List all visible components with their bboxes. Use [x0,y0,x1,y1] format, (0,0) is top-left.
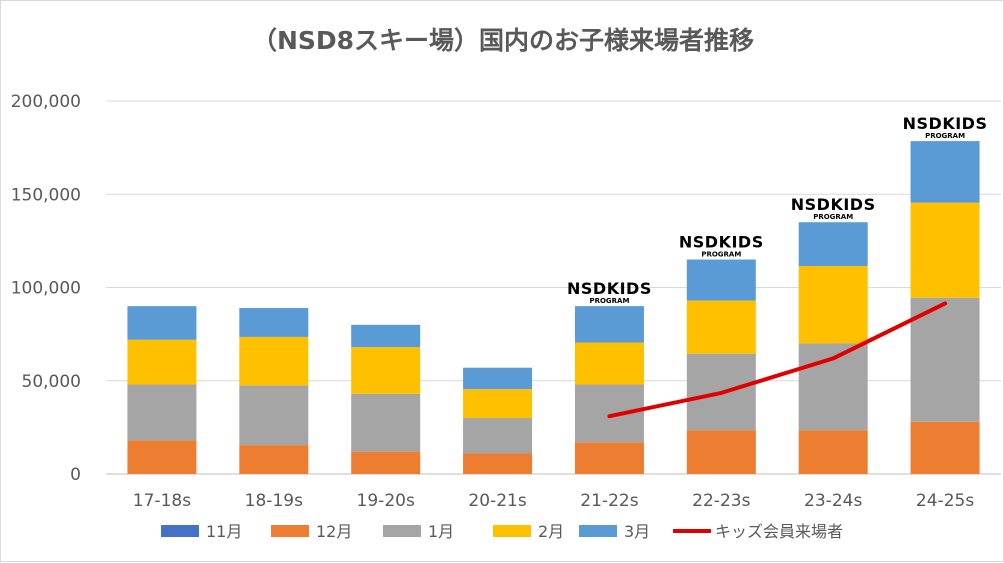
nsdkids-badge-subtitle: PROGRAM [701,251,741,259]
legend-label: キッズ会員来場者 [715,522,843,541]
legend-swatch [493,525,531,537]
bar-segment [127,306,197,340]
bar-segment [686,430,756,474]
x-tick-label: 17-18s [133,491,191,511]
y-tick-label: 50,000 [22,372,81,392]
kids-member-line [607,301,948,419]
legend-label: 2月 [538,522,564,541]
bar-segment [351,393,421,452]
line-series [607,301,948,419]
x-tick-label: 22-23s [692,491,750,511]
bar-segment [463,389,533,419]
bar-segment [351,451,421,474]
bar-segment [127,384,197,441]
bar-segment [574,442,644,474]
nsdkids-badge-subtitle: PROGRAM [589,297,629,305]
x-tick-label: 21-22s [580,491,638,511]
bar-segment [239,308,309,337]
nsdkids-badge-subtitle: PROGRAM [925,132,965,140]
bar-segment [574,342,644,385]
chart-title: （NSD8スキー場）国内のお子様来場者推移 [252,26,754,55]
legend-label: 11月 [206,522,242,541]
bar-segment [910,297,980,422]
y-tick-label: 0 [70,465,81,485]
bars [127,141,980,474]
x-tick-label: 18-19s [245,491,303,511]
nsdkids-badge-title: NSDKIDS [791,195,876,214]
x-tick-label: 19-20s [357,491,415,511]
x-tick-label: 23-24s [804,491,862,511]
bar-segment [239,336,309,386]
nsdkids-badge-title: NSDKIDS [567,279,652,298]
bar-segment [798,222,868,267]
legend-swatch [271,525,309,537]
y-tick-label: 200,000 [11,92,81,112]
bar-segment [574,306,644,343]
bar-segment [463,453,533,474]
legend-label: 1月 [428,522,454,541]
nsdkids-badge-title: NSDKIDS [679,233,764,252]
bar-segment [351,347,421,394]
legend-label: 12月 [316,522,352,541]
legend-swatch [579,525,617,537]
bar-segment [127,440,197,474]
legend-swatch [161,525,199,537]
bar-segment [351,324,421,348]
legend-label: 3月 [624,522,650,541]
bar-segment [127,339,197,385]
legend: 11月 12月 1月 2月 3月 キッズ会員来場者 [161,522,843,541]
bar-segment [798,266,868,344]
bar-segment [239,445,309,474]
bar-segment [798,430,868,474]
y-tick-label: 150,000 [11,185,81,205]
legend-swatch [383,525,421,537]
bar-segment [463,418,533,454]
nsdkids-badge-title: NSDKIDS [903,114,988,133]
y-axis-ticks: 0 50,000 100,000 150,000 200,000 [11,92,81,485]
x-tick-label: 20-21s [468,491,526,511]
x-tick-label: 24-25s [916,491,974,511]
bar-segment [910,202,980,298]
x-axis-ticks: 17-18s 18-19s 19-20s 20-21s 21-22s 22-23s 23-2… [133,491,975,511]
bar-segment [686,300,756,354]
bar-segment [239,385,309,446]
nsdkids-badge-subtitle: PROGRAM [813,213,853,221]
bar-segment [574,384,644,443]
badges: NSDKIDSPROGRAMNSDKIDSPROGRAMNSDKIDSPROGR… [567,114,987,305]
bar-segment [463,367,533,390]
bar-segment [686,259,756,301]
bar-segment [910,421,980,474]
bar-segment [910,141,980,203]
y-tick-label: 100,000 [11,279,81,299]
